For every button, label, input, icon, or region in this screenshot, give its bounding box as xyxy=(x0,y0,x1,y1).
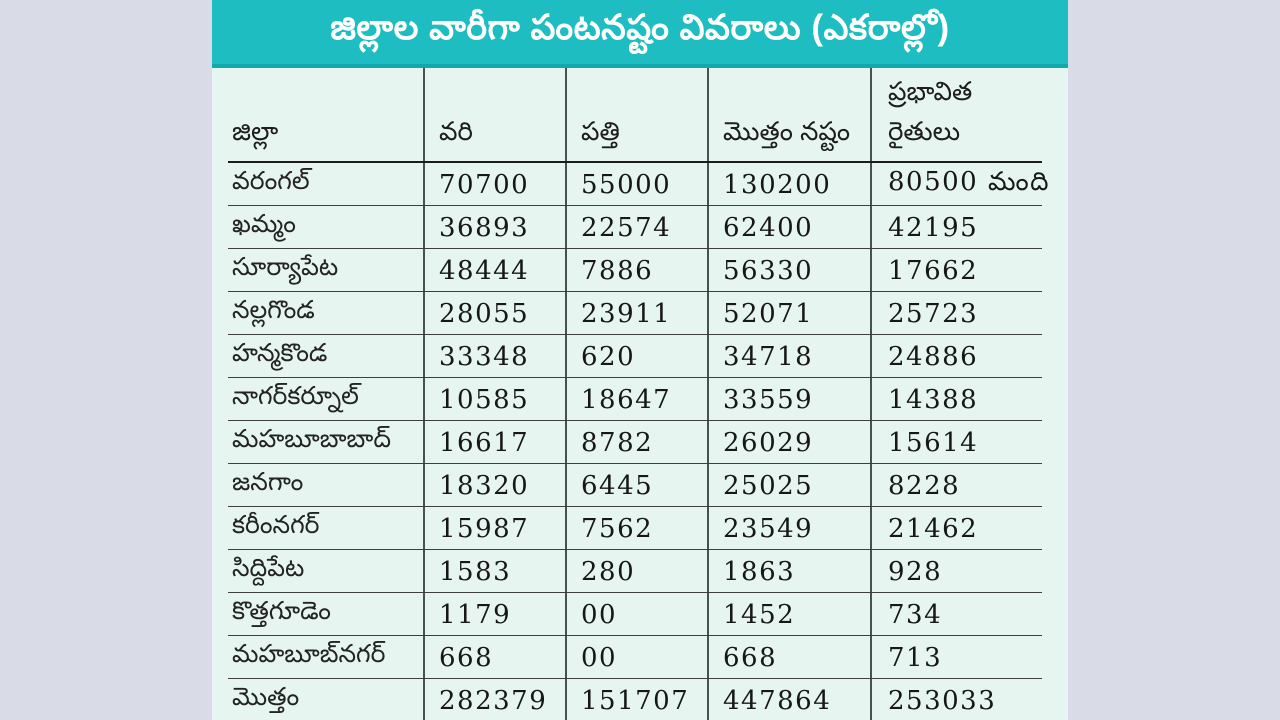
paddy-cell: 18320 xyxy=(439,470,530,501)
total-loss-cell: 1863 xyxy=(723,556,796,587)
header-total-loss: మొత్తం నష్టం xyxy=(723,116,851,146)
farmers-cell: 253033 xyxy=(888,685,997,716)
total-loss-cell: 130200 xyxy=(723,169,832,200)
paddy-cell: 28055 xyxy=(439,298,530,329)
crop-loss-table: జిల్లా వరి పత్తి మొత్తం నష్టం ప్రభావిత ర… xyxy=(212,68,1068,720)
total-loss-cell: 52071 xyxy=(723,298,814,329)
cotton-cell: 00 xyxy=(581,642,618,673)
total-loss-cell: 34718 xyxy=(723,341,814,372)
paddy-cell: 70700 xyxy=(439,169,530,200)
cotton-cell: 151707 xyxy=(581,685,690,716)
paddy-cell: 15987 xyxy=(439,513,530,544)
district-cell: నాగర్‌కర్నూల్ xyxy=(232,382,359,410)
paddy-cell: 36893 xyxy=(439,212,530,243)
farmers-cell: 15614 xyxy=(888,427,979,458)
farmers-cell: 21462 xyxy=(888,513,979,544)
total-loss-cell: 447864 xyxy=(723,685,832,716)
header-cotton: పత్తి xyxy=(581,116,620,146)
total-loss-cell: 62400 xyxy=(723,212,814,243)
title-bar: జిల్లాల వారీగా పంటనష్టం వివరాలు (ఎకరాల్ల… xyxy=(212,0,1068,68)
column-divider-4 xyxy=(870,68,872,720)
column-divider-1 xyxy=(423,68,425,720)
farmers-cell: 17662 xyxy=(888,255,979,286)
paddy-cell: 668 xyxy=(439,642,494,673)
cotton-cell: 620 xyxy=(581,341,636,372)
cotton-cell: 55000 xyxy=(581,169,672,200)
column-divider-3 xyxy=(707,68,709,720)
table-row-hanamkonda: హన్మకొండ 33348 620 34718 24886 xyxy=(212,335,1068,378)
total-loss-cell: 56330 xyxy=(723,255,814,286)
crop-loss-infographic: జిల్లాల వారీగా పంటనష్టం వివరాలు (ఎకరాల్ల… xyxy=(212,0,1068,720)
cotton-cell: 6445 xyxy=(581,470,654,501)
paddy-cell: 1583 xyxy=(439,556,512,587)
total-loss-cell: 26029 xyxy=(723,427,814,458)
farmers-cell: 80500 మంది xyxy=(888,166,1051,197)
district-cell: సూర్యాపేట xyxy=(232,253,339,281)
table-row-suryapeta: సూర్యాపేట 48444 7886 56330 17662 xyxy=(212,249,1068,292)
table-row-siddipet: సిద్దిపేట 1583 280 1863 928 xyxy=(212,550,1068,593)
total-loss-cell: 33559 xyxy=(723,384,814,415)
district-cell: సిద్దిపేట xyxy=(232,554,305,582)
farmers-cell: 25723 xyxy=(888,298,979,329)
farmers-cell: 42195 xyxy=(888,212,979,243)
header-affected-farmers-lines: ప్రభావిత రైతులు xyxy=(888,71,972,153)
farmers-cell: 734 xyxy=(888,599,943,630)
column-divider-2 xyxy=(565,68,567,720)
cotton-cell: 22574 xyxy=(581,212,672,243)
total-loss-cell: 23549 xyxy=(723,513,814,544)
farmers-cell: 8228 xyxy=(888,470,961,501)
cotton-cell: 23911 xyxy=(581,298,672,329)
cotton-cell: 280 xyxy=(581,556,636,587)
header-paddy: వరి xyxy=(439,116,473,146)
paddy-cell: 1179 xyxy=(439,599,512,630)
table-row-karimnagar: కరీంనగర్ 15987 7562 23549 21462 xyxy=(212,507,1068,550)
total-loss-cell: 668 xyxy=(723,642,778,673)
farmers-cell: 713 xyxy=(888,642,943,673)
header-farmers-line2: రైతులు xyxy=(888,116,961,146)
farmers-cell: 928 xyxy=(888,556,943,587)
district-cell: మొత్తం xyxy=(232,683,300,711)
farmers-cell: 14388 xyxy=(888,384,979,415)
table-row-nalgonda: నల్లగొండ 28055 23911 52071 25723 xyxy=(212,292,1068,335)
district-cell: జనగాం xyxy=(232,468,304,496)
district-cell: నల్లగొండ xyxy=(232,296,315,324)
paddy-cell: 10585 xyxy=(439,384,530,415)
table-row-warangal: వరంగల్ 70700 55000 130200 80500 మంది xyxy=(212,163,1068,206)
district-cell: ఖమ్మం xyxy=(232,210,296,238)
cotton-cell: 7562 xyxy=(581,513,654,544)
paddy-cell: 33348 xyxy=(439,341,530,372)
paddy-cell: 16617 xyxy=(439,427,530,458)
table-row-mahabubabad: మహబూబాబాద్ 16617 8782 26029 15614 xyxy=(212,421,1068,464)
cotton-cell: 8782 xyxy=(581,427,654,458)
cotton-cell: 7886 xyxy=(581,255,654,286)
district-cell: కొత్తగూడెం xyxy=(232,597,331,625)
district-cell: వరంగల్ xyxy=(232,167,310,195)
total-loss-cell: 1452 xyxy=(723,599,796,630)
cotton-cell: 18647 xyxy=(581,384,672,415)
table-row-jangaon: జనగాం 18320 6445 25025 8228 xyxy=(212,464,1068,507)
header-affected-farmers: ప్రభావిత రైతులు xyxy=(870,68,1068,163)
district-cell: కరీంనగర్ xyxy=(232,511,320,539)
header-district: జిల్లా xyxy=(232,116,279,146)
cotton-cell: 00 xyxy=(581,599,618,630)
table-row-mahabubnagar: మహబూబ్‌నగర్ 668 00 668 713 xyxy=(212,636,1068,679)
paddy-cell: 48444 xyxy=(439,255,530,286)
paddy-cell: 282379 xyxy=(439,685,548,716)
farmers-cell: 24886 xyxy=(888,341,979,372)
table-header-row: జిల్లా వరి పత్తి మొత్తం నష్టం ప్రభావిత ర… xyxy=(212,68,1068,163)
table-row-khammam: ఖమ్మం 36893 22574 62400 42195 xyxy=(212,206,1068,249)
district-cell: హన్మకొండ xyxy=(232,339,328,367)
district-cell: మహబూబ్‌నగర్ xyxy=(232,640,386,668)
page-title: జిల్లాల వారీగా పంటనష్టం వివరాలు (ఎకరాల్ల… xyxy=(330,8,950,47)
district-cell: మహబూబాబాద్ xyxy=(232,425,391,453)
total-loss-cell: 25025 xyxy=(723,470,814,501)
header-farmers-line1: ప్రభావిత xyxy=(888,76,973,106)
table-row-total: మొత్తం 282379 151707 447864 253033 xyxy=(212,679,1068,720)
table-row-kothagudem: కొత్తగూడెం 1179 00 1452 734 xyxy=(212,593,1068,636)
table-row-nagarkurnool: నాగర్‌కర్నూల్ 10585 18647 33559 14388 xyxy=(212,378,1068,421)
